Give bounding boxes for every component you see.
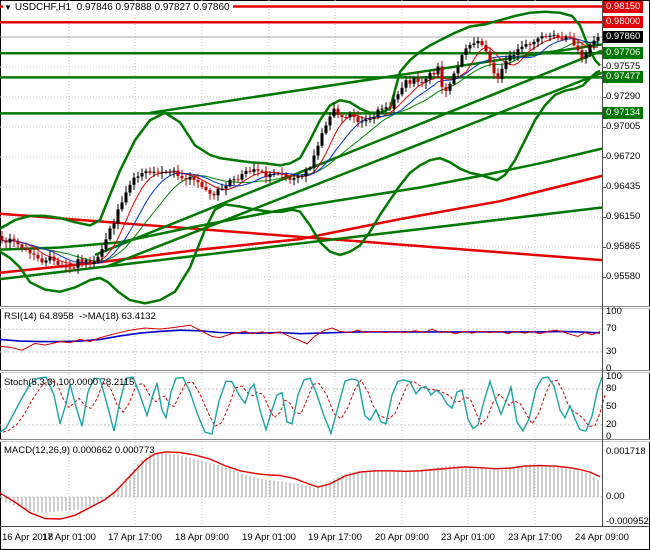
stoch-indicator-panel[interactable] xyxy=(0,373,650,440)
panel-separator[interactable] xyxy=(0,439,650,442)
time-tick-label: 23 Apr 01:00 xyxy=(441,532,495,543)
symbol-dropdown-icon[interactable]: ▼ xyxy=(4,3,12,12)
chart-title: ▼ USDCHF,H1 0.97846 0.97888 0.97827 0.978… xyxy=(3,2,233,14)
rsi-scale-label: 0 xyxy=(606,363,612,374)
price-tick-label: 0.97290 xyxy=(606,91,641,103)
price-tick-label: 0.96720 xyxy=(606,150,641,162)
price-tick-label: 0.96435 xyxy=(606,180,641,192)
time-axis-border xyxy=(0,526,650,527)
price-tick-mark xyxy=(602,216,606,218)
stoch-scale-label: 100 xyxy=(606,371,622,382)
price-tick-mark xyxy=(602,186,606,188)
macd-indicator-panel[interactable] xyxy=(0,442,650,526)
symbol-period-label: USDCHF,H1 xyxy=(14,2,72,13)
price-level-badge: 0.97134 xyxy=(603,107,644,120)
price-tick-mark xyxy=(602,246,606,248)
price-tick-mark xyxy=(602,67,606,69)
time-tick-label: 19 Apr 01:00 xyxy=(242,532,296,543)
stoch-scale-label: 50 xyxy=(606,401,617,412)
price-tick-mark xyxy=(602,127,606,128)
rsi-scale-label: 30 xyxy=(606,345,617,357)
stoch-scale-label: 20 xyxy=(606,419,617,430)
time-tick-label: 18 Apr 09:00 xyxy=(175,532,229,543)
rsi-scale-label: 100 xyxy=(606,306,622,317)
panel-separator[interactable] xyxy=(0,306,650,309)
quote-high: 0.97888 xyxy=(115,2,152,13)
price-tick-label: 0.97005 xyxy=(606,121,641,132)
stoch-label: Stoch(5,3,3) 100.0000 78.2115 xyxy=(4,377,135,388)
stoch-scale-label: 0 xyxy=(606,431,612,442)
price-level-badge: 0.98150 xyxy=(603,0,644,13)
quote-close: 0.97860 xyxy=(193,2,230,13)
time-tick-label: 20 Apr 09:00 xyxy=(375,532,429,543)
stoch-scale-label: 80 xyxy=(606,383,617,394)
price-tick-mark xyxy=(602,156,606,158)
price-tick-label: 0.96150 xyxy=(606,210,641,222)
time-tick-label: 17 Apr 01:00 xyxy=(42,532,96,543)
macd-scale-label: -0.000952 xyxy=(606,515,649,527)
macd-scale-label: 0.001718 xyxy=(606,446,646,457)
price-tick-mark xyxy=(602,276,606,278)
time-tick-label: 19 Apr 17:00 xyxy=(308,532,362,543)
time-tick-label: 23 Apr 17:00 xyxy=(508,532,562,543)
rsi-label: RSI(14) 64.8958 ->MA(18) 63.4132 xyxy=(4,311,156,322)
price-level-badge: 0.97477 xyxy=(603,71,644,84)
macd-label: MACD(12,26,9) 0.000662 0.000773 xyxy=(4,445,155,456)
time-tick-label: 24 Apr 09:00 xyxy=(575,532,629,543)
time-tick-label: 17 Apr 17:00 xyxy=(108,532,162,543)
rsi-indicator-panel[interactable] xyxy=(0,309,650,371)
price-level-badge: 0.97706 xyxy=(603,47,644,60)
price-tick-mark xyxy=(602,97,606,99)
price-level-badge: 0.97860 xyxy=(603,31,644,44)
rsi-scale-label: 70 xyxy=(606,323,617,335)
macd-scale-label: 0.00 xyxy=(606,490,625,502)
quote-low: 0.97827 xyxy=(154,2,191,13)
quote-open: 0.97846 xyxy=(76,2,113,13)
price-tick-label: 0.95580 xyxy=(606,270,641,282)
price-level-badge: 0.98000 xyxy=(603,16,644,29)
price-tick-label: 0.97575 xyxy=(606,61,641,73)
price-tick-label: 0.95865 xyxy=(606,240,641,252)
main-price-panel[interactable] xyxy=(0,0,650,306)
time-tick-label: 16 Apr 2018 xyxy=(2,532,54,543)
price-axis-border xyxy=(602,0,603,527)
panel-separator[interactable] xyxy=(0,370,650,373)
